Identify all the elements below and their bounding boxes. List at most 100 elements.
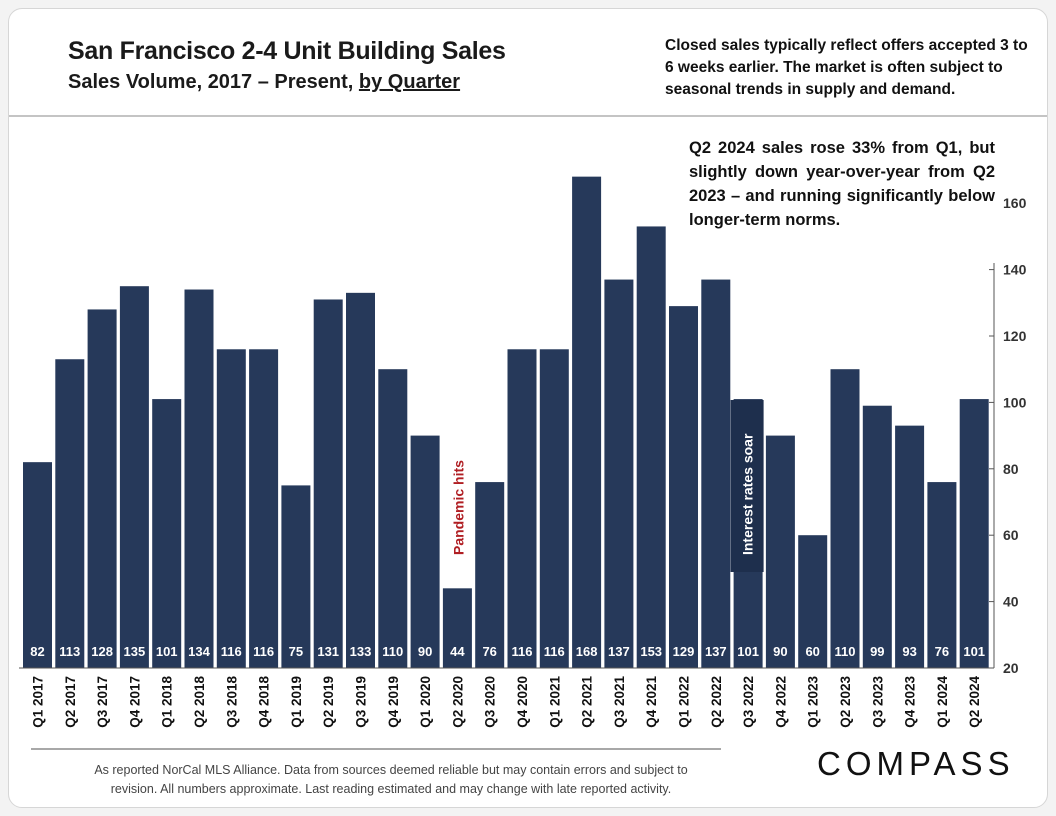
bar-value-label: 101 (156, 644, 178, 659)
x-tick-label: Q4 2023 (903, 676, 918, 728)
bar-q1-2024 (927, 482, 957, 668)
x-tick-label: Q1 2021 (547, 676, 562, 728)
bar-q1-2023 (798, 535, 828, 668)
y-tick-label: 80 (1003, 461, 1019, 477)
bar-value-label: 90 (773, 644, 787, 659)
bar-q4-2021 (636, 226, 666, 668)
bar-q3-2017 (87, 309, 117, 668)
bar-q1-2021 (539, 349, 569, 668)
bar-value-label: 82 (30, 644, 44, 659)
y-tick-label: 160 (1003, 195, 1027, 211)
bar-value-label: 76 (482, 644, 496, 659)
y-tick-label: 60 (1003, 527, 1019, 543)
x-tick-label: Q2 2022 (709, 676, 724, 728)
bar-value-label: 101 (963, 644, 985, 659)
subtitle-by-quarter: by Quarter (358, 71, 461, 93)
bar-value-label: 44 (450, 644, 465, 659)
x-tick-label: Q1 2023 (806, 676, 821, 728)
x-tick-label: Q1 2019 (289, 676, 304, 728)
x-tick-label: Q3 2022 (741, 676, 756, 728)
x-tick-label: Q2 2017 (63, 676, 78, 728)
chart-subtitle: Sales Volume, 2017 – Present, by Quarter (68, 71, 460, 94)
x-tick-label: Q1 2020 (418, 676, 433, 728)
x-tick-label: Q4 2020 (515, 676, 530, 728)
bar-value-label: 116 (221, 644, 242, 659)
bar-q3-2019 (346, 292, 375, 668)
bar-q2-2021 (572, 176, 602, 668)
bar-q3-2023 (862, 405, 892, 668)
x-tick-label: Q1 2017 (31, 676, 46, 728)
x-tick-label: Q3 2017 (95, 676, 110, 728)
bar-q4-2019 (378, 369, 408, 668)
bar-q3-2018 (216, 349, 246, 668)
bar-q1-2018 (152, 399, 182, 668)
bar-value-label: 131 (317, 644, 339, 659)
bar-value-label: 153 (640, 644, 662, 659)
footnote-line-2: revision. All numbers approximate. Last … (110, 782, 672, 796)
subtitle-text: Sales Volume, 2017 – Present, (68, 71, 359, 93)
y-tick-label: 120 (1003, 328, 1027, 344)
x-tick-label: Q2 2021 (580, 676, 595, 728)
x-tick-label: Q4 2021 (644, 676, 659, 728)
bar-q2-2022 (701, 279, 731, 668)
bar-value-label: 137 (705, 644, 727, 659)
bar-q1-2022 (669, 306, 698, 668)
bar-value-label: 133 (350, 644, 372, 659)
bar-value-label: 116 (253, 644, 274, 659)
x-tick-label: Q4 2018 (257, 676, 272, 728)
bar-value-label: 60 (805, 644, 819, 659)
y-tick-label: 100 (1003, 394, 1027, 410)
bar-value-label: 99 (870, 644, 884, 659)
bar-q1-2017 (23, 462, 52, 668)
x-tick-label: Q3 2023 (870, 676, 885, 728)
x-tick-label: Q4 2022 (773, 676, 788, 728)
x-tick-label: Q3 2019 (354, 676, 369, 728)
bar-q4-2022 (765, 435, 795, 668)
x-tick-label: Q4 2019 (386, 676, 401, 728)
bar-q4-2018 (249, 349, 279, 668)
bar-q4-2017 (119, 286, 149, 668)
bar-q2-2017 (55, 359, 85, 668)
bar-value-label: 110 (382, 644, 403, 659)
bar-value-label: 113 (59, 644, 80, 659)
bar-value-label: 134 (188, 644, 210, 659)
bar-q2-2024 (959, 399, 989, 668)
bar-q3-2021 (604, 279, 634, 668)
bar-q2-2018 (184, 289, 214, 668)
x-tick-label: Q3 2020 (483, 676, 498, 728)
bar-q1-2020 (410, 435, 440, 668)
bar-value-label: 116 (512, 644, 533, 659)
bar-q4-2020 (507, 349, 537, 668)
footnote-line-1: As reported NorCal MLS Alliance. Data fr… (94, 763, 688, 777)
footer-divider (31, 748, 721, 750)
x-tick-label: Q2 2020 (450, 676, 465, 728)
x-tick-label: Q2 2024 (967, 676, 982, 728)
x-tick-label: Q2 2023 (838, 676, 853, 728)
bar-value-label: 93 (902, 644, 916, 659)
x-tick-label: Q2 2019 (321, 676, 336, 728)
x-tick-label: Q4 2017 (127, 676, 142, 728)
x-tick-label: Q1 2024 (935, 676, 950, 728)
bar-value-label: 128 (91, 644, 113, 659)
bar-q2-2020 (442, 588, 472, 668)
x-tick-label: Q3 2021 (612, 676, 627, 728)
bar-q1-2019 (281, 485, 311, 668)
interest-rates-annotation: Interest rates soar (740, 433, 756, 555)
bar-value-label: 135 (124, 644, 146, 659)
seasonal-note: Closed sales typically reflect offers ac… (665, 37, 1028, 98)
x-tick-label: Q1 2022 (677, 676, 692, 728)
y-tick-label: 140 (1003, 262, 1027, 278)
x-tick-label: Q2 2018 (192, 676, 207, 728)
y-tick-label: 20 (1003, 660, 1019, 676)
bar-value-label: 76 (935, 644, 949, 659)
bar-value-label: 75 (289, 644, 303, 659)
bar-value-label: 90 (418, 644, 432, 659)
compass-logo: COMPASS (817, 745, 1015, 782)
interest-rates-box (730, 400, 764, 572)
x-tick-label: Q3 2018 (224, 676, 239, 728)
summary-annotation: Q2 2024 sales rose 33% from Q1, but slig… (689, 139, 995, 229)
x-tick-label: Q1 2018 (160, 676, 175, 728)
bar-value-label: 110 (835, 644, 856, 659)
bar-value-label: 137 (608, 644, 630, 659)
